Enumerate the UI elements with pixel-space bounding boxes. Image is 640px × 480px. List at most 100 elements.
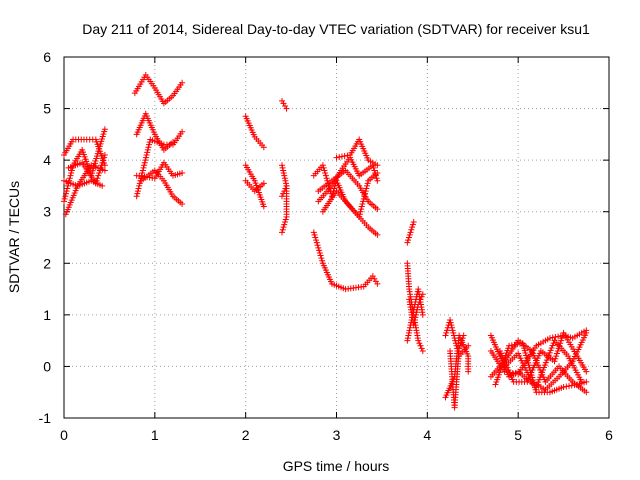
x-tick-label: 3 [333,427,341,443]
data-point [414,304,421,311]
data-point [553,350,560,357]
data-point [361,193,368,200]
data-point [62,193,69,200]
data-point [465,368,472,375]
data-point [96,170,103,177]
data-point [179,128,186,135]
y-tick-label: 3 [43,204,51,220]
data-point [333,154,340,161]
data-point [282,219,289,226]
data-point [460,332,467,339]
x-tick-label: 2 [242,427,250,443]
data-point [418,293,425,300]
data-point [142,157,149,164]
x-tick-label: 6 [605,427,613,443]
data-point [414,306,421,313]
data-point [61,198,67,205]
data-point [457,340,464,347]
data-point [506,342,513,349]
data-point [406,231,413,238]
data-point [319,257,326,264]
data-point [141,162,148,169]
data-point [404,337,411,344]
data-point [511,341,518,348]
data-point [447,317,454,324]
data-point [146,141,153,148]
data-point [546,335,553,342]
data-point [62,190,69,197]
data-point [98,162,105,169]
data-point [143,151,150,158]
data-point [583,378,590,385]
data-point [404,335,411,342]
data-point [316,247,323,254]
data-point [357,208,364,215]
data-point [406,324,413,331]
data-point [101,151,108,158]
data-point [418,345,425,352]
track-t11 [242,113,267,151]
data-point [135,185,142,192]
track-t17 [310,229,381,293]
data-point [508,342,515,349]
y-tick-label: 4 [43,152,51,168]
y-tick-label: 2 [43,255,51,271]
data-point [356,213,363,220]
data-point [554,347,561,354]
data-point [312,234,319,241]
data-point [322,170,329,177]
data-point [362,188,369,195]
data-point [556,342,563,349]
data-point [281,188,288,195]
data-point [179,200,186,207]
data-point [316,249,323,256]
data-point [558,337,565,344]
data-point [459,335,466,342]
data-point [549,334,556,341]
data-point [362,190,369,197]
data-point [170,139,176,146]
data-point [322,172,329,179]
data-point [67,172,74,179]
data-point [280,224,287,231]
data-point [501,368,508,375]
data-point [465,342,472,349]
data-point [282,216,289,223]
x-tick-label: 0 [60,427,68,443]
data-point [66,175,73,182]
data-point [68,167,75,174]
data-point [416,340,423,347]
data-point [444,327,451,334]
data-point [451,335,458,342]
data-point [410,322,417,329]
track-t6 [131,72,186,107]
y-tick-label: 1 [43,307,51,323]
data-point [442,332,449,339]
data-point [344,152,351,159]
data-point [411,319,418,326]
data-point [555,333,562,340]
track-t13 [242,177,267,195]
track-t22 [319,170,381,220]
data-point [260,203,267,210]
data-point [358,203,365,210]
data-point [450,329,457,336]
data-point [374,231,381,238]
data-point [101,154,108,161]
data-point [136,180,143,187]
data-point [374,170,381,177]
data-point [279,229,285,236]
data-point [283,105,290,112]
data-point [280,170,287,177]
data-point [370,164,377,171]
data-point [358,206,365,213]
data-point [408,226,415,233]
data-point [95,172,102,179]
track-t16 [279,182,290,200]
data-point [417,296,424,303]
data-point [568,382,575,389]
data-point [99,182,106,189]
data-point [94,175,101,182]
data-point [551,358,558,365]
